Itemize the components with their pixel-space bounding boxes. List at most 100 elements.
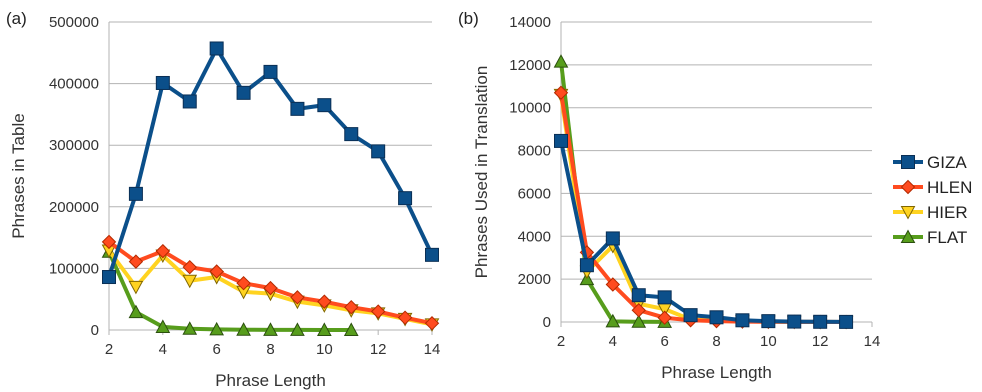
x-tick-label: 10 bbox=[316, 341, 333, 358]
data-point bbox=[236, 322, 251, 336]
data-point bbox=[657, 290, 672, 305]
legend-marker bbox=[900, 205, 916, 220]
series-line bbox=[559, 92, 847, 324]
x-tick-label: 8 bbox=[266, 341, 274, 358]
data-point bbox=[735, 313, 750, 328]
data-point bbox=[605, 313, 621, 328]
y-tick-label: 4000 bbox=[518, 228, 551, 245]
panel-label: (b) bbox=[458, 9, 479, 28]
data-point bbox=[209, 264, 224, 279]
legend: GIZA HLEN HIER FLAT bbox=[893, 153, 972, 247]
panel-b: 0 2000 4000 6000 8000 10000 12000 14000 2 4 6 8 10 12… bbox=[458, 9, 880, 382]
data-point bbox=[290, 101, 305, 116]
data-point bbox=[787, 314, 802, 329]
series-line bbox=[559, 140, 847, 324]
data-point bbox=[631, 288, 646, 303]
data-point bbox=[102, 270, 116, 285]
data-point bbox=[371, 144, 386, 159]
data-point bbox=[182, 259, 197, 275]
x-tick-label: 2 bbox=[105, 341, 113, 358]
y-tick-label: 300000 bbox=[49, 137, 99, 154]
data-point bbox=[182, 274, 198, 289]
y-tick-label: 0 bbox=[543, 314, 551, 331]
y-axis-label: Phrases Used in Translation bbox=[472, 66, 491, 279]
data-point bbox=[155, 319, 171, 333]
legend-label: HLEN bbox=[927, 178, 972, 197]
y-tick-label: 400000 bbox=[49, 76, 99, 93]
data-point bbox=[631, 303, 646, 318]
y-tick-label: 0 bbox=[91, 322, 99, 339]
data-point bbox=[155, 75, 170, 90]
legend-label: GIZA bbox=[927, 153, 967, 172]
data-point bbox=[554, 133, 568, 148]
data-point bbox=[709, 310, 724, 325]
data-point bbox=[263, 64, 278, 79]
data-point bbox=[344, 127, 359, 142]
y-tick-label: 10000 bbox=[509, 100, 551, 117]
x-tick-label: 4 bbox=[159, 341, 167, 358]
data-point bbox=[398, 191, 413, 206]
x-tick-label: 14 bbox=[864, 333, 881, 350]
x-axis-label: Phrase Length bbox=[661, 363, 772, 382]
series-hier bbox=[553, 88, 854, 330]
data-point bbox=[344, 300, 359, 315]
x-tick-label: 8 bbox=[712, 333, 720, 350]
series-giza bbox=[102, 41, 439, 285]
y-tick-label: 2000 bbox=[518, 271, 551, 288]
data-point bbox=[813, 314, 828, 329]
data-point bbox=[128, 254, 144, 269]
y-tick-label: 500000 bbox=[49, 14, 99, 31]
data-point bbox=[317, 98, 332, 113]
series-flat bbox=[101, 244, 359, 336]
legend-marker bbox=[900, 229, 916, 244]
legend-item-flat: FLAT bbox=[893, 228, 967, 247]
data-point bbox=[839, 314, 854, 329]
data-point bbox=[128, 186, 143, 201]
data-point bbox=[370, 304, 386, 319]
y-tick-label: 8000 bbox=[518, 143, 551, 160]
panel-label: (a) bbox=[6, 9, 27, 28]
x-tick-label: 4 bbox=[609, 333, 617, 350]
legend-item-hier: HIER bbox=[893, 203, 968, 222]
legend-label: FLAT bbox=[927, 228, 967, 247]
series-hlen bbox=[101, 234, 440, 331]
data-point bbox=[236, 85, 251, 100]
data-point bbox=[101, 234, 117, 250]
x-tick-label: 2 bbox=[557, 333, 565, 350]
data-point bbox=[425, 247, 439, 262]
y-axis-label: Phrases in Table bbox=[9, 113, 28, 238]
data-point bbox=[605, 277, 621, 292]
data-point bbox=[343, 322, 359, 336]
data-point bbox=[182, 94, 197, 109]
x-tick-label: 6 bbox=[660, 333, 668, 350]
x-tick-label: 14 bbox=[424, 341, 441, 358]
x-tick-label: 12 bbox=[370, 341, 387, 358]
data-point bbox=[657, 310, 672, 325]
data-point bbox=[605, 231, 620, 246]
y-tick-label: 6000 bbox=[518, 185, 551, 202]
data-point bbox=[397, 310, 413, 325]
data-point bbox=[290, 322, 305, 336]
series-line bbox=[559, 94, 847, 324]
data-point bbox=[553, 54, 569, 68]
data-point bbox=[424, 316, 440, 331]
series-hlen bbox=[553, 85, 854, 330]
data-point bbox=[579, 258, 594, 273]
y-tick-label: 100000 bbox=[49, 260, 99, 277]
data-point bbox=[263, 322, 278, 336]
y-tick-label: 12000 bbox=[509, 57, 551, 74]
legend-marker bbox=[901, 155, 915, 169]
data-point bbox=[263, 280, 278, 296]
series-giza bbox=[554, 133, 854, 329]
data-point bbox=[209, 321, 225, 336]
y-tick-label: 14000 bbox=[509, 14, 551, 31]
x-axis-label: Phrase Length bbox=[215, 371, 326, 390]
data-point bbox=[236, 275, 251, 291]
data-point bbox=[553, 85, 569, 100]
legend-marker bbox=[900, 179, 916, 195]
data-point bbox=[128, 280, 144, 295]
data-point bbox=[317, 294, 332, 309]
data-point bbox=[761, 314, 776, 329]
x-tick-label: 10 bbox=[760, 333, 777, 350]
y-tick-label: 200000 bbox=[49, 199, 99, 216]
